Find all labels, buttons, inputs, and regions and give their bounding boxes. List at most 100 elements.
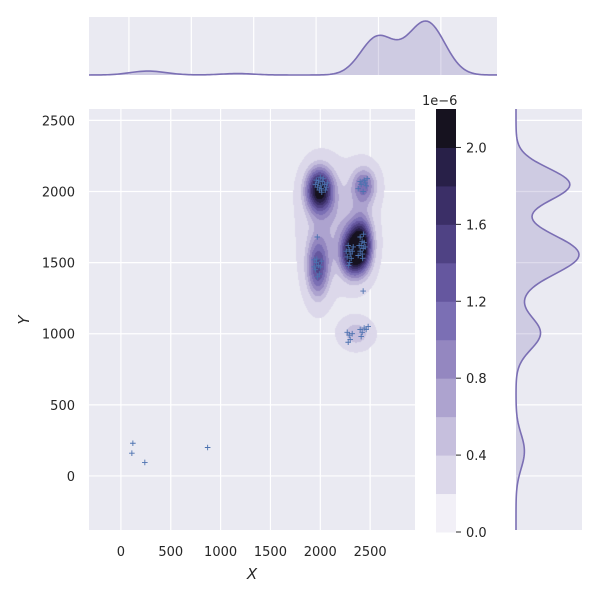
- scatter-point: [360, 231, 367, 237]
- scatter-point: [362, 180, 368, 186]
- colorbar-tick-label: 0.0: [466, 526, 487, 541]
- marginal-x-background: [89, 17, 497, 75]
- marginal-y-background: [516, 109, 582, 530]
- scatter-point: [142, 459, 148, 466]
- y-tick-label: 1500: [42, 257, 75, 272]
- colorbar-band: [436, 493, 456, 533]
- scatter-point: [318, 189, 325, 196]
- scatter-point: [316, 271, 323, 277]
- colorbar-band: [436, 109, 456, 148]
- scatter-point: [345, 242, 352, 249]
- scatter-point: [346, 259, 353, 266]
- marginal-x-grid: [128, 17, 442, 75]
- scatter-point: [324, 180, 331, 186]
- scatter-point: [357, 178, 363, 185]
- scatter-point: [314, 234, 321, 240]
- scatter-point: [315, 178, 322, 184]
- scatter-point: [359, 255, 366, 262]
- scatter-point: [321, 181, 328, 188]
- colorbar-ticks: 0.0 0.4 0.8 1.2 1.6 2.0: [456, 141, 487, 541]
- colorbar-band: [436, 224, 456, 264]
- scatter-point: [362, 244, 368, 250]
- scatter-point: [312, 181, 319, 188]
- marginal-x-density-line: [88, 20, 498, 76]
- scatter-point: [322, 187, 329, 193]
- scatter-point: [356, 242, 362, 249]
- scatter-point: [347, 251, 353, 257]
- scatter-point: [363, 183, 369, 189]
- scatter-point: [320, 175, 327, 182]
- scatter-point: [349, 248, 355, 255]
- scatter-point: [311, 264, 318, 270]
- colorbar-tick-label: 0.8: [466, 372, 487, 387]
- x-tick-label: 2500: [354, 545, 387, 560]
- scatter-point: [347, 336, 353, 343]
- scatter-point: [361, 239, 367, 246]
- x-axis-ticks: 0 500 1000 1500 2000 2500: [117, 545, 387, 560]
- scatter-point: [311, 256, 318, 263]
- y-axis-ticks: 0 500 1000 1500 2000 2500: [42, 114, 75, 485]
- marginal-y-grid: [516, 119, 582, 477]
- scatter-point: [343, 248, 350, 255]
- scatter-point: [204, 444, 211, 451]
- marginal-y-density-line: [515, 108, 580, 530]
- scatter-point: [357, 326, 363, 333]
- scatter-point: [130, 440, 136, 447]
- scatter-point: [365, 323, 371, 330]
- scatter-point: [364, 175, 370, 182]
- scatter-point: [350, 244, 356, 250]
- colorbar-tick-label: 1.2: [466, 295, 487, 310]
- x-tick-label: 500: [158, 545, 183, 560]
- scatter-point: [317, 183, 324, 189]
- colorbar-band: [436, 262, 456, 302]
- colorbar-band: [436, 185, 456, 225]
- scatter-point: [312, 266, 319, 273]
- scatter-point: [360, 288, 366, 294]
- x-tick-label: 1000: [204, 545, 237, 560]
- scatter-point: [323, 184, 330, 191]
- x-axis-label: X: [246, 565, 258, 583]
- scatter-point: [357, 248, 363, 255]
- scatter-point: [346, 332, 353, 338]
- colorbar-tick-label: 1.6: [466, 218, 487, 233]
- scatter-point: [314, 184, 321, 191]
- scatter-point: [358, 333, 364, 340]
- scatter-point: [319, 178, 326, 185]
- scatter-point: [349, 330, 355, 337]
- colorbar-band: [436, 416, 456, 456]
- y-tick-label: 500: [50, 399, 75, 414]
- scatter-point: [129, 450, 135, 456]
- colorbar: [436, 109, 456, 533]
- scatter-point: [313, 259, 320, 266]
- x-tick-label: 2000: [304, 545, 337, 560]
- x-tick-label: 1500: [254, 545, 287, 560]
- scatter-point: [317, 264, 324, 270]
- scatter-point: [314, 256, 320, 262]
- scatter-point: [314, 274, 321, 280]
- y-axis-label: Y: [15, 314, 33, 325]
- colorbar-exponent: 1e−6: [422, 94, 457, 109]
- scatter-point: [357, 234, 363, 240]
- colorbar-band: [436, 301, 456, 341]
- scatter-point: [344, 254, 351, 260]
- y-tick-label: 2000: [42, 185, 75, 200]
- colorbar-band: [436, 147, 456, 187]
- y-tick-label: 0: [67, 470, 75, 485]
- scatter-point: [355, 185, 361, 192]
- colorbar-band: [436, 339, 456, 379]
- marginal-x-density-fill: [89, 21, 497, 75]
- y-tick-label: 1000: [42, 328, 75, 343]
- scatter-point: [317, 174, 324, 181]
- scatter-point: [345, 262, 352, 269]
- scatter-point: [358, 181, 364, 188]
- scatter-point: [359, 329, 365, 336]
- scatter-point: [348, 255, 354, 262]
- scatter-point: [359, 251, 365, 257]
- scatter-point: [345, 339, 352, 346]
- scatter-point: [363, 326, 369, 333]
- colorbar-band: [436, 455, 456, 495]
- scatter-point: [313, 177, 320, 183]
- colorbar-tick-label: 0.4: [466, 449, 487, 464]
